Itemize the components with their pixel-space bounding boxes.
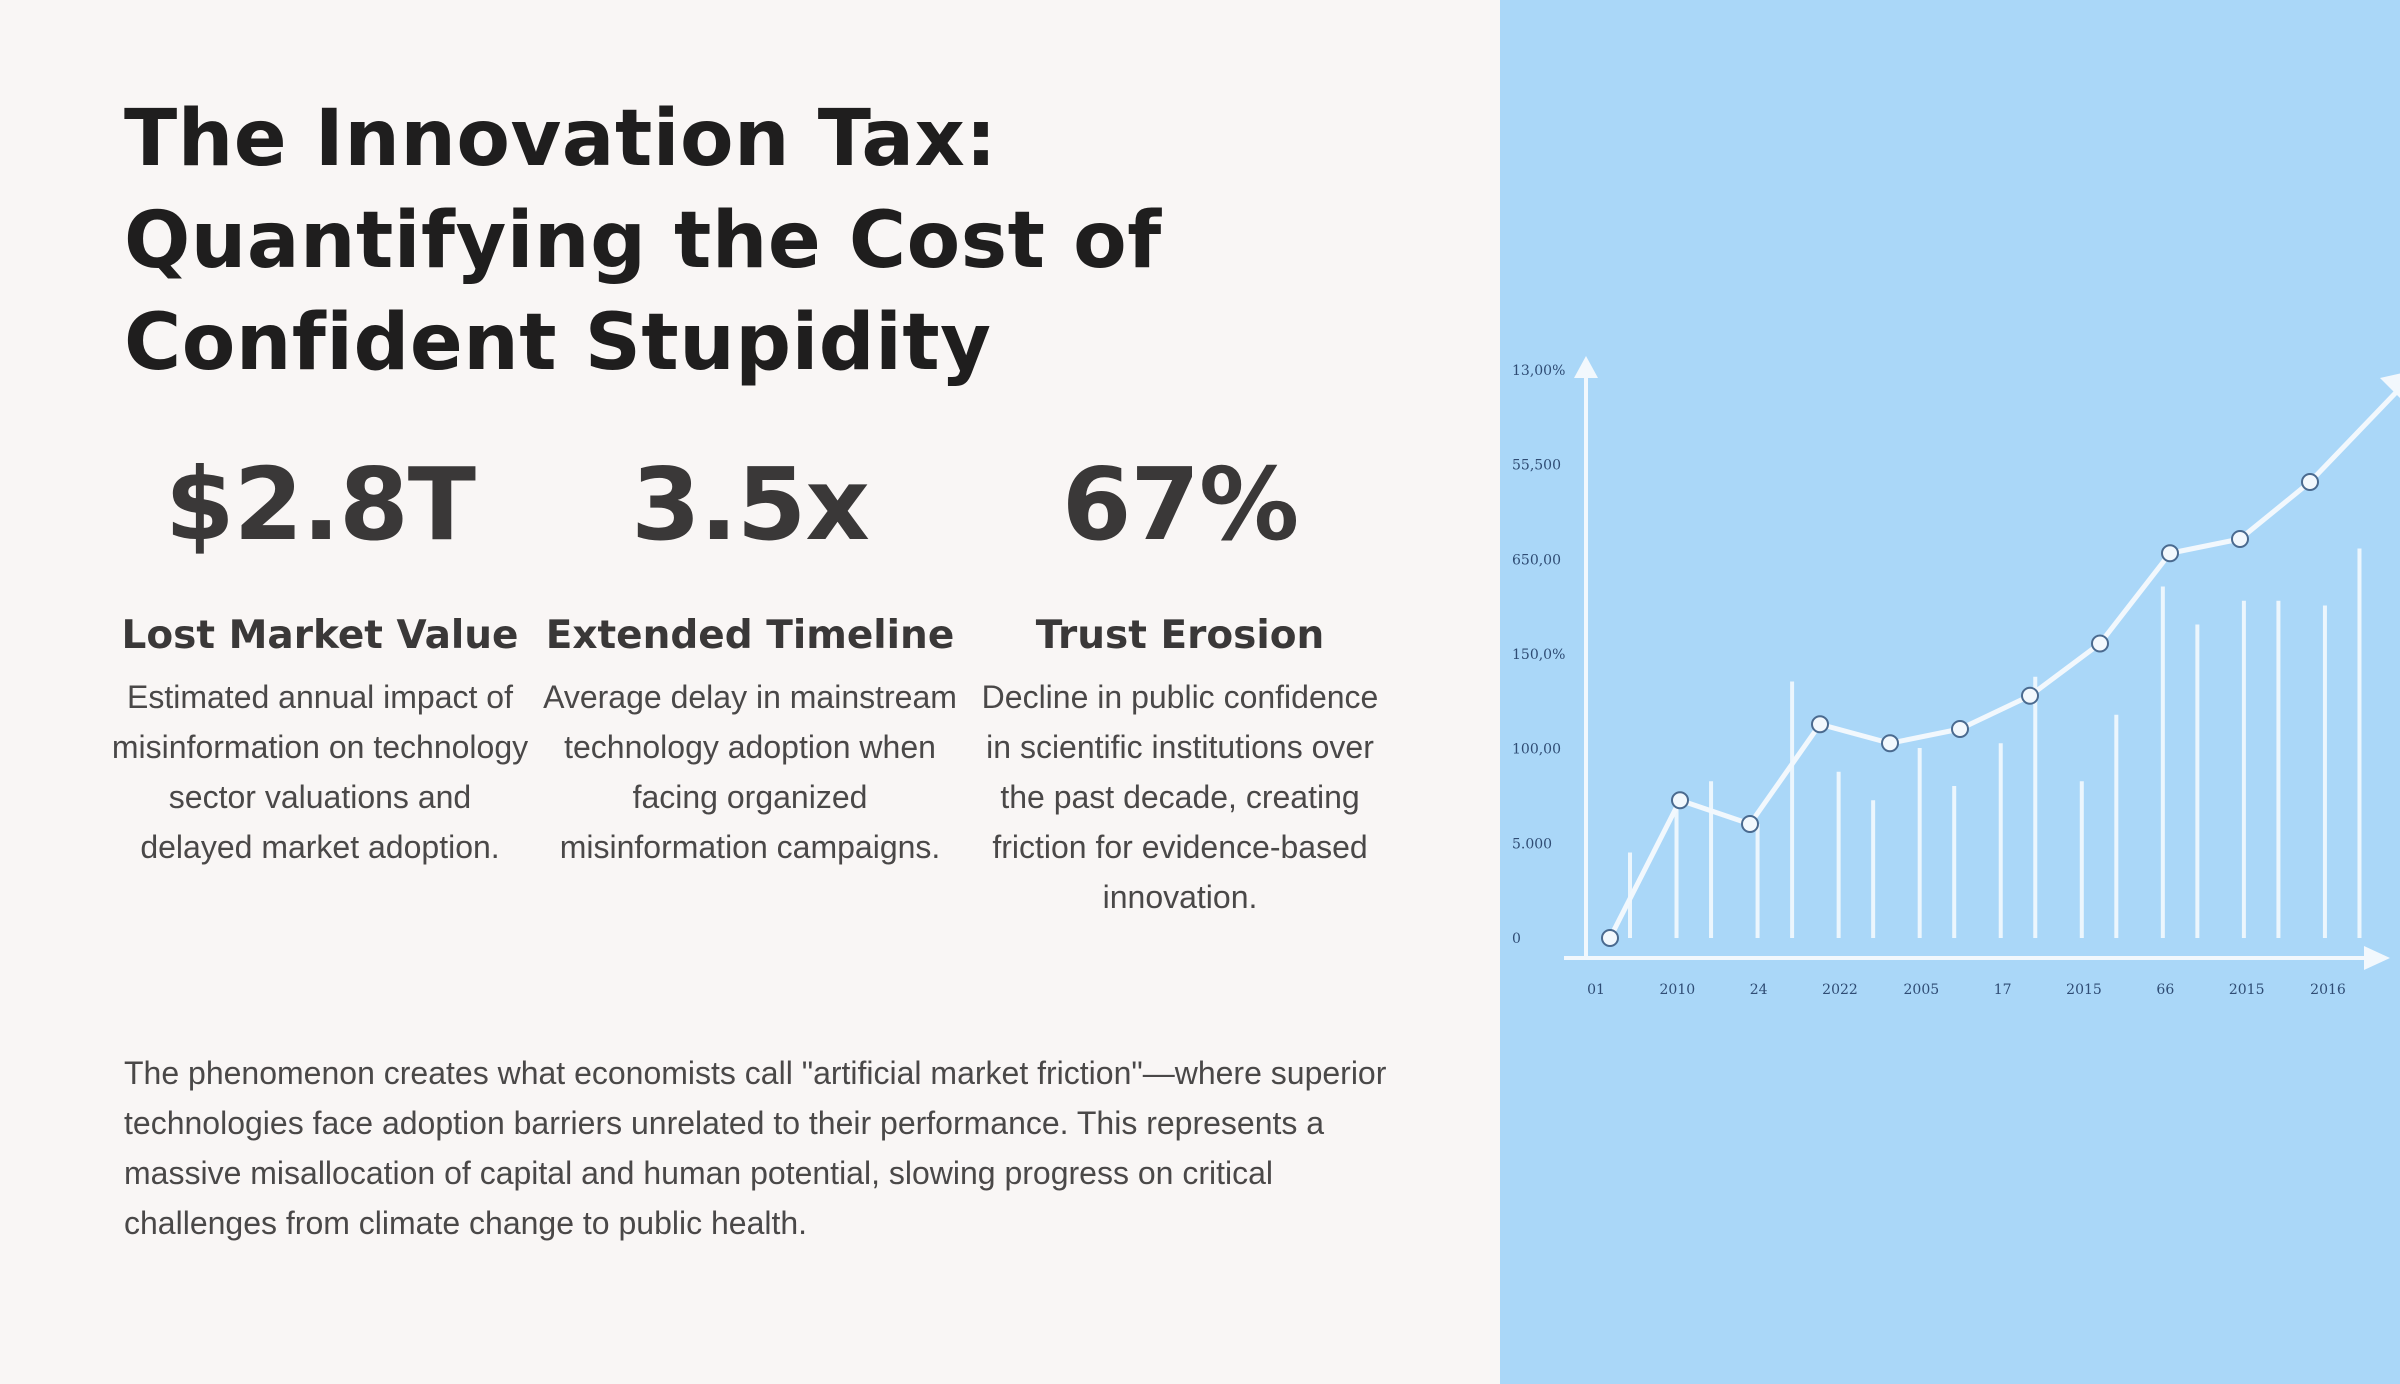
stat-description: Estimated annual impact of misinformatio… bbox=[111, 679, 529, 865]
y-tick-label: 13,00% bbox=[1512, 363, 1565, 379]
x-axis-arrow-icon bbox=[2364, 946, 2390, 970]
chart-bar bbox=[2160, 586, 2165, 938]
chart-bar bbox=[2357, 548, 2362, 938]
stat-label: Extended Timeline bbox=[545, 613, 955, 658]
x-tick-label: 2015 bbox=[2229, 982, 2265, 998]
x-tick-label: 2022 bbox=[1822, 982, 1858, 998]
y-tick-label: 150,0% bbox=[1512, 647, 1565, 663]
content-panel: The Innovation Tax: Quantifying the Cost… bbox=[110, 94, 1390, 1241]
chart-bar bbox=[1952, 786, 1957, 938]
chart-bar bbox=[2195, 624, 2200, 938]
stat-description: Decline in public confidence in scientif… bbox=[981, 679, 1379, 915]
x-tick-label: 2015 bbox=[2066, 982, 2102, 998]
chart-panel: 0 5.000 100,00 150,0% 650,00 55,500 13,00% 01 20… bbox=[1500, 0, 2400, 1384]
trend-arrow-icon bbox=[2380, 373, 2400, 398]
y-tick-label: 55,500 bbox=[1512, 458, 1561, 474]
x-tick-label: 2016 bbox=[2310, 982, 2346, 998]
chart-bar bbox=[2079, 781, 2084, 938]
y-tick-label: 5.000 bbox=[1512, 836, 1552, 852]
chart-bar bbox=[1998, 743, 2003, 938]
data-point bbox=[1671, 791, 1689, 810]
growth-chart: 0 5.000 100,00 150,0% 650,00 55,500 13,00% 01 20… bbox=[1512, 356, 2400, 998]
stat-value: 67% bbox=[1061, 446, 1299, 563]
y-tick-label: 0 bbox=[1512, 931, 1521, 947]
chart-bar bbox=[1674, 795, 1679, 938]
chart-bar bbox=[2033, 676, 2038, 938]
stat-label: Trust Erosion bbox=[1035, 613, 1325, 658]
chart-bar bbox=[1790, 681, 1795, 938]
y-axis-arrow-icon bbox=[1574, 356, 1598, 378]
data-point bbox=[2021, 686, 2039, 705]
stat-card-market-value: $2.8T Lost Market Value Estimated annual… bbox=[110, 440, 530, 872]
x-tick-label: 17 bbox=[1994, 982, 2012, 998]
data-point bbox=[1601, 929, 1619, 947]
chart-bar bbox=[2114, 714, 2119, 938]
stat-card-trust-erosion: 67% Trust Erosion Decline in public conf… bbox=[970, 440, 1390, 922]
chart-bar bbox=[2276, 600, 2281, 938]
stat-card-extended-timeline: 3.5x Extended Timeline Average delay in … bbox=[540, 440, 960, 872]
x-tick-label: 2010 bbox=[1660, 982, 1696, 998]
data-point bbox=[1741, 815, 1759, 833]
x-tick-label: 24 bbox=[1750, 982, 1768, 998]
data-point bbox=[1811, 715, 1829, 734]
x-tick-label: 01 bbox=[1587, 982, 1605, 998]
data-point bbox=[2231, 530, 2249, 548]
chart-bar bbox=[1709, 781, 1714, 938]
page-title: The Innovation Tax: Quantifying the Cost… bbox=[124, 94, 1162, 388]
body-paragraph: The phenomenon creates what economists c… bbox=[124, 1055, 1387, 1241]
chart-bar bbox=[1871, 800, 1876, 938]
stat-value: $2.8T bbox=[165, 446, 476, 563]
chart-bar bbox=[1755, 824, 1760, 938]
chart-bar bbox=[1917, 748, 1922, 938]
x-tick-label: 2005 bbox=[1904, 982, 1940, 998]
stat-label: Lost Market Value bbox=[121, 613, 519, 658]
x-tick-label: 66 bbox=[2156, 982, 2174, 998]
chart-bar bbox=[2322, 605, 2327, 938]
chart-bar bbox=[2241, 600, 2246, 938]
data-point bbox=[2091, 634, 2109, 653]
chart-bar bbox=[1836, 771, 1841, 938]
data-point bbox=[1881, 734, 1899, 753]
stat-description: Average delay in mainstream technology a… bbox=[543, 679, 957, 865]
data-point bbox=[2301, 473, 2319, 491]
y-tick-label: 650,00 bbox=[1512, 552, 1561, 568]
trend-line bbox=[1607, 384, 2400, 940]
data-point bbox=[1951, 720, 1969, 738]
y-tick-label: 100,00 bbox=[1512, 742, 1561, 758]
stat-value: 3.5x bbox=[631, 446, 870, 563]
data-point bbox=[2161, 544, 2179, 563]
